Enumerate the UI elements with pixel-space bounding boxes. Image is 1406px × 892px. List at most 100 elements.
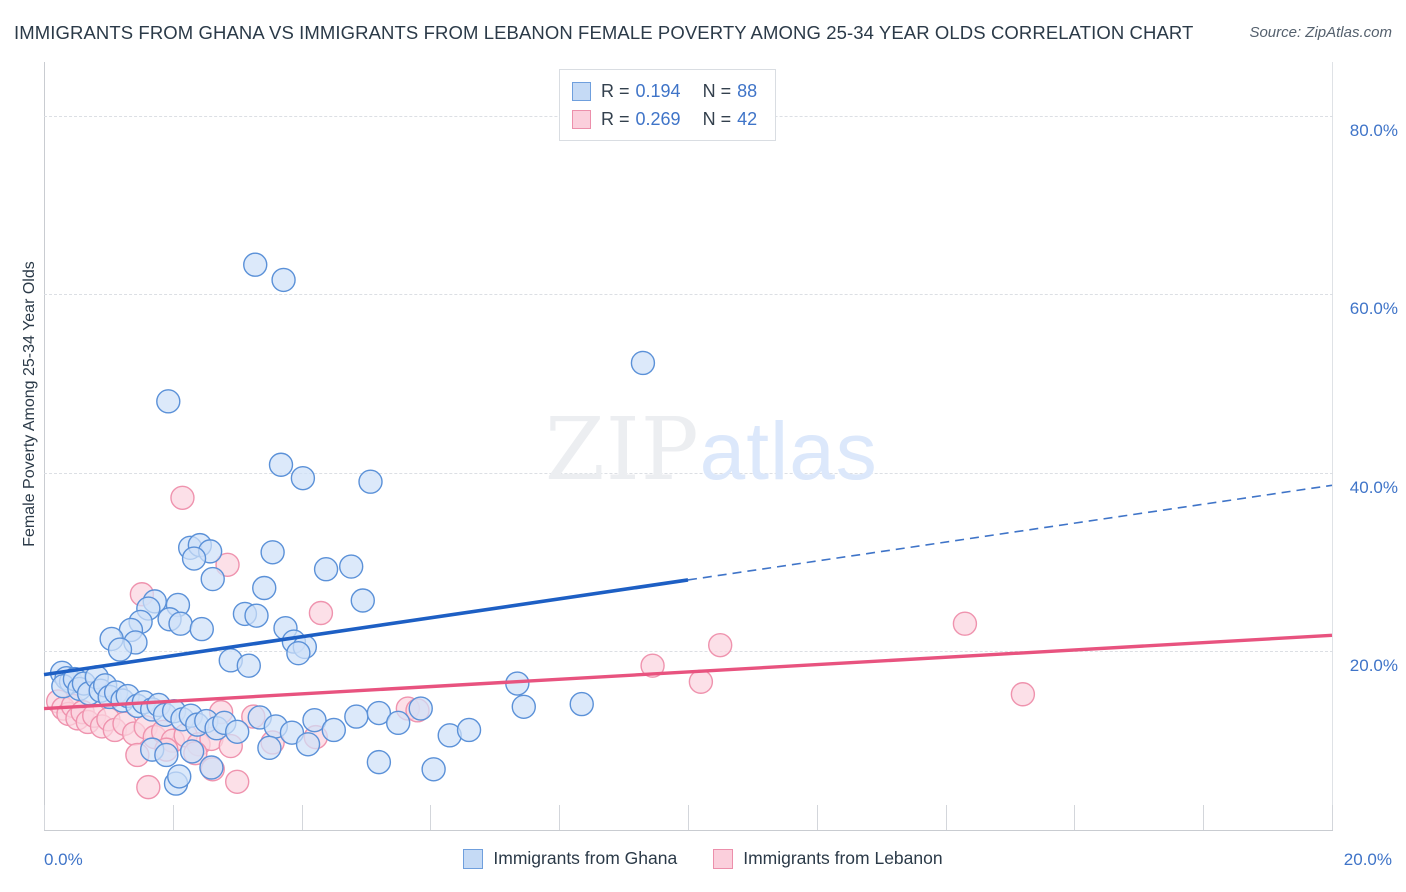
data-point-lebanon	[89, 714, 115, 739]
data-point-ghana	[236, 653, 261, 678]
n-label: N =	[702, 108, 732, 129]
data-point-lebanon	[102, 717, 128, 743]
data-point-lebanon	[160, 728, 186, 753]
data-point-ghana	[62, 666, 88, 692]
data-point-lebanon	[199, 726, 224, 752]
data-point-ghana	[165, 592, 191, 618]
axis-line-left	[44, 62, 45, 830]
data-point-ghana	[76, 681, 102, 706]
data-point-lebanon	[260, 730, 285, 755]
data-point-lebanon	[121, 721, 147, 746]
data-point-ghana	[92, 673, 118, 698]
gridline	[44, 472, 1333, 474]
data-point-ghana	[115, 683, 140, 709]
data-point-lebanon	[112, 711, 137, 736]
data-point-ghana	[152, 702, 178, 727]
stats-legend-row: R = 0.194 N = 88	[572, 77, 761, 105]
trendline-lebanon	[43, 633, 1333, 711]
data-point-ghana	[139, 697, 165, 722]
data-point-ghana	[511, 694, 536, 719]
r-value: 0.269	[635, 108, 681, 129]
x-axis-tick	[172, 805, 174, 830]
data-point-ghana	[161, 699, 187, 724]
data-point-lebanon	[136, 774, 161, 800]
data-point-ghana	[456, 717, 482, 743]
data-point-ghana	[302, 707, 327, 733]
data-point-ghana	[179, 739, 205, 764]
data-point-ghana	[125, 693, 150, 719]
series-legend: Immigrants from Ghana Immigrants from Leb…	[0, 848, 1406, 869]
data-point-ghana	[71, 671, 97, 696]
data-point-lebanon	[65, 706, 90, 731]
x-axis-min-label: 0.0%	[44, 850, 83, 869]
data-point-ghana	[243, 252, 268, 277]
x-axis-tick	[1203, 805, 1205, 830]
data-point-ghana	[51, 674, 76, 699]
data-point-ghana	[178, 703, 204, 728]
data-point-ghana	[154, 742, 179, 768]
y-axis-title: Female Poverty Among 25-34 Year Olds	[21, 261, 38, 547]
data-point-ghana	[99, 626, 124, 652]
data-point-ghana	[292, 634, 318, 660]
n-value: 88	[737, 80, 758, 101]
data-point-lebanon	[56, 701, 81, 727]
x-axis-tick	[430, 805, 432, 830]
gridline	[44, 651, 1333, 653]
data-point-lebanon	[224, 769, 250, 794]
data-point-ghana	[260, 540, 285, 565]
data-point-ghana	[505, 671, 530, 696]
data-point-ghana	[244, 603, 269, 628]
data-point-lebanon	[303, 724, 328, 750]
data-point-ghana	[136, 596, 161, 621]
data-point-lebanon	[241, 704, 266, 729]
y-axis-tick-label: 80.0%	[1349, 120, 1398, 140]
data-point-ghana	[199, 755, 224, 780]
data-point-ghana	[257, 735, 282, 761]
data-point-ghana	[421, 757, 446, 782]
data-point-lebanon	[96, 707, 121, 732]
data-point-ghana	[103, 680, 129, 705]
data-point-ghana	[366, 749, 392, 775]
correlation-stats-legend: R = 0.194 N = 88 R = 0.269 N = 42	[559, 69, 777, 141]
data-point-lebanon	[170, 485, 195, 510]
r-label: R =	[601, 108, 630, 129]
data-point-ghana	[189, 616, 214, 642]
data-point-ghana	[263, 714, 289, 739]
data-point-ghana	[187, 532, 213, 558]
data-point-lebanon	[154, 737, 179, 762]
x-axis-tick	[559, 805, 561, 830]
data-point-ghana	[273, 615, 298, 641]
legend-item-ghana[interactable]: Immigrants from Ghana	[463, 848, 677, 869]
legend-label: Immigrants from Lebanon	[743, 848, 943, 868]
data-point-lebanon	[150, 719, 176, 744]
lebanon-legend-swatch	[713, 848, 734, 869]
data-point-ghana	[54, 665, 79, 691]
y-axis-tick-label: 60.0%	[1349, 299, 1398, 319]
legend-item-lebanon[interactable]: Immigrants from Lebanon	[713, 848, 943, 869]
data-point-ghana	[49, 660, 75, 686]
data-point-ghana	[88, 678, 113, 703]
data-point-ghana	[290, 465, 316, 491]
data-point-ghana	[194, 708, 219, 734]
ghana-legend-swatch	[463, 848, 484, 869]
data-point-lebanon	[51, 696, 76, 721]
data-point-ghana	[128, 609, 153, 635]
x-axis-tick	[1332, 805, 1333, 830]
data-point-ghana	[281, 629, 307, 654]
data-point-ghana	[107, 637, 133, 662]
data-point-lebanon	[129, 582, 155, 607]
watermark-zip: ZIP	[545, 400, 700, 500]
data-point-ghana	[252, 575, 277, 601]
data-point-ghana	[142, 589, 167, 614]
x-axis-tick	[816, 805, 818, 830]
data-point-lebanon	[60, 693, 86, 719]
data-point-ghana	[163, 771, 189, 796]
source-attribution: Source: ZipAtlas.com	[1249, 24, 1392, 41]
data-point-ghana	[247, 705, 272, 730]
data-point-ghana	[197, 539, 223, 564]
data-point-ghana	[139, 737, 165, 762]
data-point-lebanon	[1010, 682, 1036, 707]
data-point-lebanon	[200, 757, 225, 782]
data-point-ghana	[350, 588, 375, 613]
